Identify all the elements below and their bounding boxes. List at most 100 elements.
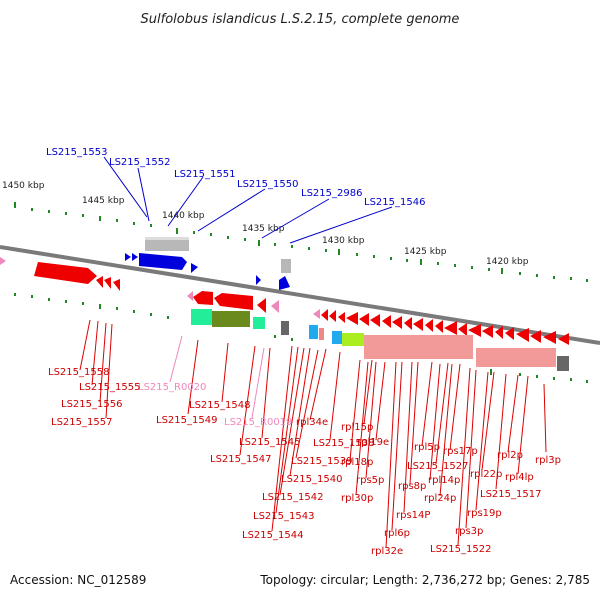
gene-feature[interactable] — [338, 312, 345, 323]
gene-label[interactable]: rpl5p — [414, 442, 440, 453]
gene-feature[interactable] — [257, 298, 266, 313]
gene-feature[interactable] — [392, 316, 402, 329]
gene-feature[interactable] — [145, 237, 189, 251]
gene-feature[interactable] — [516, 328, 529, 342]
gene-label[interactable]: rpl32e — [371, 546, 403, 557]
gene-label[interactable]: rpl34e — [296, 417, 328, 428]
gene-label[interactable]: rpl18p — [341, 457, 373, 468]
gene-feature[interactable] — [319, 328, 324, 340]
gene-feature[interactable] — [425, 319, 433, 332]
gene-feature[interactable] — [530, 330, 541, 343]
gene-label[interactable]: rpl3p — [535, 455, 561, 466]
gene-label[interactable]: LS215_1546 — [364, 197, 425, 208]
gene-label[interactable]: LS215_1542 — [262, 492, 323, 503]
gene-label[interactable]: rpl24p — [424, 493, 456, 504]
gene-label[interactable]: LS215_1544 — [242, 530, 303, 541]
gene-label[interactable]: rps5p — [356, 475, 384, 486]
scale-label: 1425 kbp — [404, 247, 447, 257]
gene-feature[interactable] — [104, 277, 111, 289]
gene-label[interactable]: LS215_1539 — [291, 456, 352, 467]
gene-label[interactable]: rpl14p — [428, 475, 460, 486]
gene-label[interactable]: LS215_1527 — [407, 461, 468, 472]
gene-label[interactable]: rpl22p — [470, 469, 502, 480]
gene-label[interactable]: rps8p — [398, 481, 426, 492]
gene-feature[interactable] — [309, 325, 318, 339]
gene-label[interactable]: LS215_1553 — [46, 147, 107, 158]
gene-feature[interactable] — [404, 317, 412, 330]
gene-label[interactable]: LS215_2986 — [301, 188, 362, 199]
gene-label[interactable]: rpl6p — [384, 528, 410, 539]
gene-feature[interactable] — [505, 327, 514, 340]
gene-label[interactable]: LS215_1552 — [109, 157, 170, 168]
gene-label[interactable]: LS215_1557 — [51, 417, 112, 428]
gene-label[interactable]: LS215_1540 — [281, 474, 342, 485]
gene-feature[interactable] — [321, 309, 328, 321]
gene-feature[interactable] — [313, 309, 320, 319]
gene-label[interactable]: rpl30p — [341, 493, 373, 504]
gene-label[interactable]: LS215_1550 — [237, 179, 298, 190]
gene-feature[interactable] — [0, 257, 6, 265]
gene-label[interactable]: LS215_1522 — [430, 544, 491, 555]
gene-feature[interactable] — [359, 313, 369, 326]
gene-feature[interactable] — [96, 276, 103, 288]
gene-feature[interactable] — [332, 331, 342, 344]
gene-label[interactable]: LS215_1551 — [174, 169, 235, 180]
reverse-strand-genes-upper — [34, 262, 279, 313]
gene-feature[interactable] — [558, 333, 569, 345]
gene-feature[interactable] — [342, 333, 364, 346]
gene-feature[interactable] — [458, 323, 467, 336]
gene-feature[interactable] — [543, 331, 556, 344]
gene-feature[interactable] — [191, 309, 212, 325]
gene-feature[interactable] — [139, 253, 187, 270]
gene-label[interactable]: LS215_1538 — [313, 438, 374, 449]
gene-label[interactable]: rpl4lp — [505, 472, 534, 483]
gene-feature[interactable] — [279, 276, 290, 290]
gene-feature[interactable] — [346, 312, 358, 325]
gene-feature[interactable] — [281, 321, 289, 335]
gene-label[interactable]: rps14P — [396, 510, 430, 521]
gene-feature[interactable] — [187, 291, 193, 301]
gene-feature[interactable] — [370, 314, 380, 327]
gene-feature[interactable] — [435, 320, 443, 333]
gene-label[interactable]: LS215_1558 — [48, 367, 109, 378]
gene-label[interactable]: rps3p — [455, 526, 483, 537]
gene-label[interactable]: rps17p — [443, 446, 478, 457]
genome-backbone — [0, 245, 600, 345]
gene-feature[interactable] — [34, 262, 97, 284]
gene-label[interactable]: LS215_1543 — [253, 511, 314, 522]
gene-feature[interactable] — [476, 348, 556, 367]
gene-label[interactable]: LS215_1555 — [79, 382, 140, 393]
gene-feature[interactable] — [125, 253, 131, 261]
gene-label[interactable]: LS215_R0020 — [138, 382, 206, 393]
gene-feature[interactable] — [256, 275, 261, 285]
gene-feature[interactable] — [329, 310, 336, 322]
gene-feature[interactable] — [212, 311, 250, 327]
gene-label[interactable]: LS215_1545 — [239, 437, 300, 448]
gene-feature[interactable] — [253, 317, 265, 329]
gene-feature[interactable] — [557, 356, 569, 371]
gene-feature[interactable] — [132, 253, 138, 261]
gene-label[interactable]: rps19p — [467, 508, 502, 519]
gene-label[interactable]: rpl19e — [357, 437, 389, 448]
gene-feature[interactable] — [382, 315, 391, 328]
gene-feature[interactable] — [271, 300, 279, 313]
gene-label[interactable]: rpl2p — [497, 450, 523, 461]
gene-feature[interactable] — [495, 326, 503, 339]
gene-label[interactable]: LS215_1556 — [61, 399, 122, 410]
gene-feature[interactable] — [444, 321, 457, 335]
gene-label[interactable]: LS215_1517 — [480, 489, 541, 500]
gene-feature[interactable] — [281, 259, 291, 273]
gene-feature[interactable] — [413, 318, 423, 331]
gene-feature[interactable] — [113, 279, 120, 291]
gene-feature[interactable] — [191, 263, 198, 273]
gene-feature[interactable] — [364, 335, 473, 359]
gene-label[interactable]: LS215_R0019 — [224, 417, 292, 428]
gene-feature[interactable] — [468, 324, 481, 337]
gene-label[interactable]: LS215_1548 — [189, 400, 250, 411]
gene-label[interactable]: LS215_1547 — [210, 454, 271, 465]
gene-feature[interactable] — [193, 291, 213, 305]
gene-feature[interactable] — [482, 325, 493, 338]
gene-label[interactable]: rpl15p — [341, 422, 373, 433]
gene-label[interactable]: LS215_1549 — [156, 415, 217, 426]
gene-feature[interactable] — [214, 293, 253, 310]
